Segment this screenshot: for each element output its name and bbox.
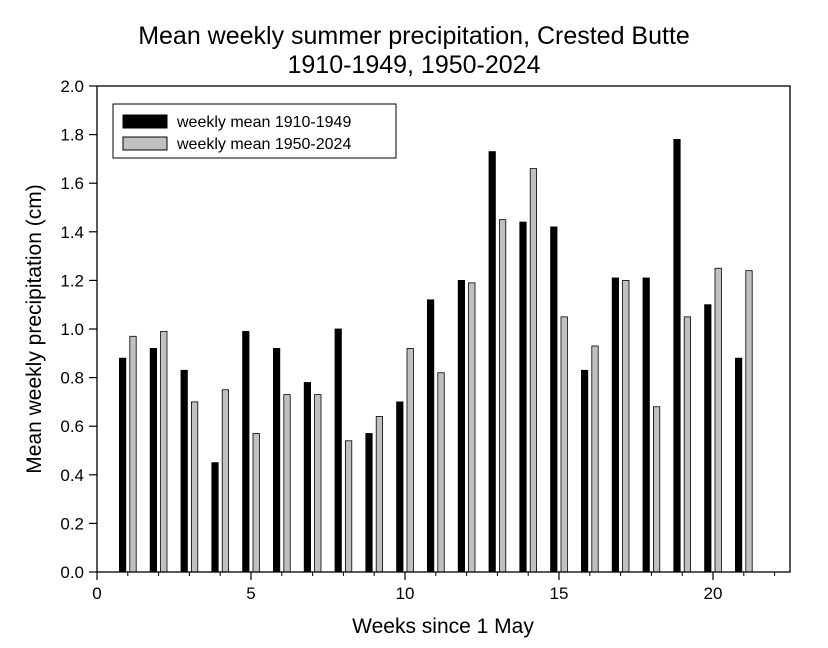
bar-series2-week-8 — [344, 440, 353, 573]
bar-series1-week-12 — [457, 279, 466, 573]
bar-series1-week-20 — [704, 304, 712, 573]
bar-series2-week-20 — [714, 267, 722, 573]
y-tick-label-1.8: 1.8 — [60, 126, 84, 145]
legend-label-1950-2024: weekly mean 1950-2024 — [176, 136, 351, 153]
y-tick-label-1.0: 1.0 — [60, 320, 84, 339]
bar-series1-week-9 — [365, 433, 373, 573]
bar-series1-week-13 — [488, 151, 496, 573]
bar-series1-week-3 — [180, 369, 188, 573]
bar-series1-week-6 — [272, 348, 281, 573]
y-tick-label-0.0: 0.0 — [60, 563, 84, 582]
axes-layer: 0 5 10 15 20 0.0 0.2 0.4 0.6 0.8 1.0 1.2 1.4 1.6 1.8 2.… — [60, 77, 776, 603]
x-tick-label-10: 10 — [396, 584, 415, 603]
y-tick-label-0.2: 0.2 — [60, 514, 84, 533]
bar-series2-week-9 — [375, 416, 384, 573]
bar-series2-week-3 — [190, 401, 199, 573]
bar-series1-week-17 — [611, 277, 620, 573]
bars-layer — [119, 139, 753, 573]
bar-series2-week-5 — [252, 433, 260, 573]
bar-series2-week-17 — [622, 279, 630, 573]
bar-series1-week-5 — [242, 331, 250, 573]
legend-label-1910-1949: weekly mean 1910-1949 — [176, 114, 351, 131]
bar-series2-week-11 — [437, 372, 445, 573]
y-tick-label-0.8: 0.8 — [60, 369, 84, 388]
bar-series1-week-1 — [119, 357, 127, 573]
legend-swatch-1910-1949 — [122, 114, 168, 129]
bar-series1-week-10 — [396, 401, 404, 573]
bar-series2-week-14 — [529, 168, 538, 573]
x-tick-label-5: 5 — [246, 584, 255, 603]
y-tick-label-0.4: 0.4 — [60, 466, 84, 485]
chart-title-line-2: 1910-1949, 1950-2024 — [287, 51, 541, 79]
x-tick-label-0: 0 — [92, 584, 101, 603]
bar-series1-week-11 — [426, 299, 435, 573]
bar-series2-week-1 — [129, 335, 137, 573]
bar-series1-week-16 — [581, 369, 589, 573]
legend-swatch-1950-2024 — [122, 136, 168, 151]
bar-series1-week-15 — [550, 226, 558, 573]
y-tick-label-1.6: 1.6 — [60, 174, 84, 193]
bar-series2-week-21 — [745, 270, 753, 573]
bar-series1-week-21 — [735, 357, 743, 573]
bar-series2-week-4 — [221, 389, 229, 573]
chart-title-line-1: Mean weekly summer precipitation, Creste… — [138, 22, 690, 50]
bar-series2-week-10 — [406, 348, 414, 573]
x-tick-label-15: 15 — [550, 584, 569, 603]
y-tick-label-0.6: 0.6 — [60, 417, 84, 436]
y-axis-label: Mean weekly precipitation (cm) — [23, 184, 46, 473]
bar-series1-week-14 — [519, 221, 527, 573]
bar-series2-week-15 — [560, 316, 568, 573]
bar-series2-week-18 — [653, 406, 661, 573]
bar-series2-week-13 — [498, 219, 507, 573]
x-tick-label-20: 20 — [704, 584, 723, 603]
bar-series1-week-2 — [149, 348, 157, 573]
legend: weekly mean 1910-1949 weekly mean 1950-2… — [112, 103, 397, 159]
bar-series2-week-12 — [468, 282, 476, 573]
bar-series2-week-16 — [591, 345, 599, 573]
y-tick-label-1.4: 1.4 — [60, 223, 84, 242]
y-tick-label-1.2: 1.2 — [60, 271, 84, 290]
y-tick-label-2.0: 2.0 — [60, 77, 84, 96]
bar-series1-week-19 — [673, 139, 681, 573]
bar-series2-week-19 — [683, 316, 692, 573]
x-axis-label: Weeks since 1 May — [352, 615, 534, 638]
bar-series1-week-18 — [642, 277, 650, 573]
bar-series1-week-7 — [303, 382, 312, 573]
bar-series2-week-7 — [314, 394, 322, 573]
bar-series2-week-6 — [283, 394, 291, 573]
bar-series1-week-8 — [334, 328, 342, 573]
bar-series2-week-2 — [160, 331, 168, 573]
bar-series1-week-4 — [211, 462, 219, 573]
